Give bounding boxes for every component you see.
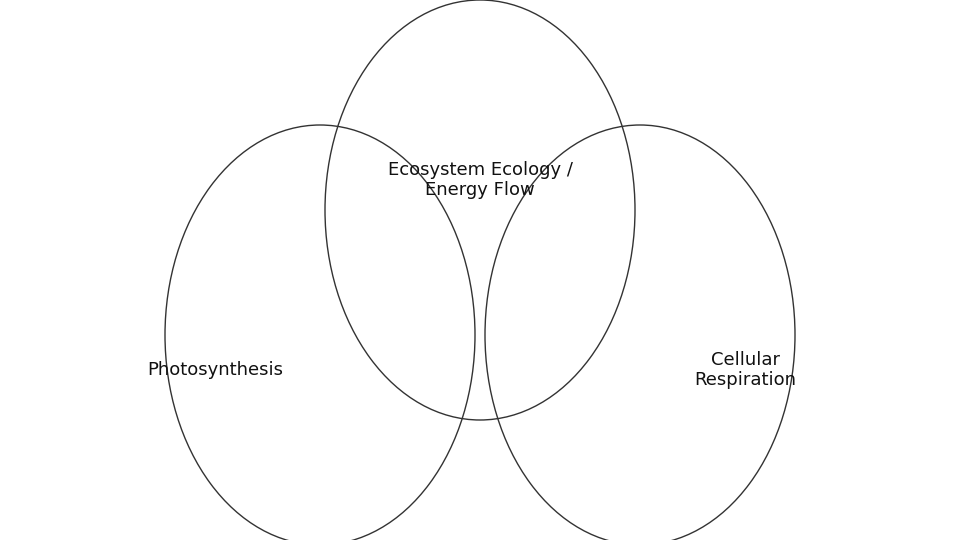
Text: Cellular
Respiration: Cellular Respiration bbox=[694, 350, 796, 389]
Text: Ecosystem Ecology /
Energy Flow: Ecosystem Ecology / Energy Flow bbox=[388, 160, 572, 199]
Text: Photosynthesis: Photosynthesis bbox=[147, 361, 283, 379]
